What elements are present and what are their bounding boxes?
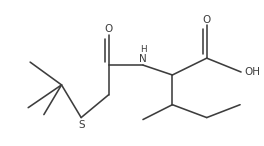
Text: O: O: [105, 24, 113, 34]
Text: H: H: [140, 45, 146, 54]
Text: O: O: [202, 14, 211, 25]
Text: N: N: [139, 54, 147, 64]
Text: OH: OH: [244, 67, 260, 77]
Text: S: S: [79, 120, 86, 131]
